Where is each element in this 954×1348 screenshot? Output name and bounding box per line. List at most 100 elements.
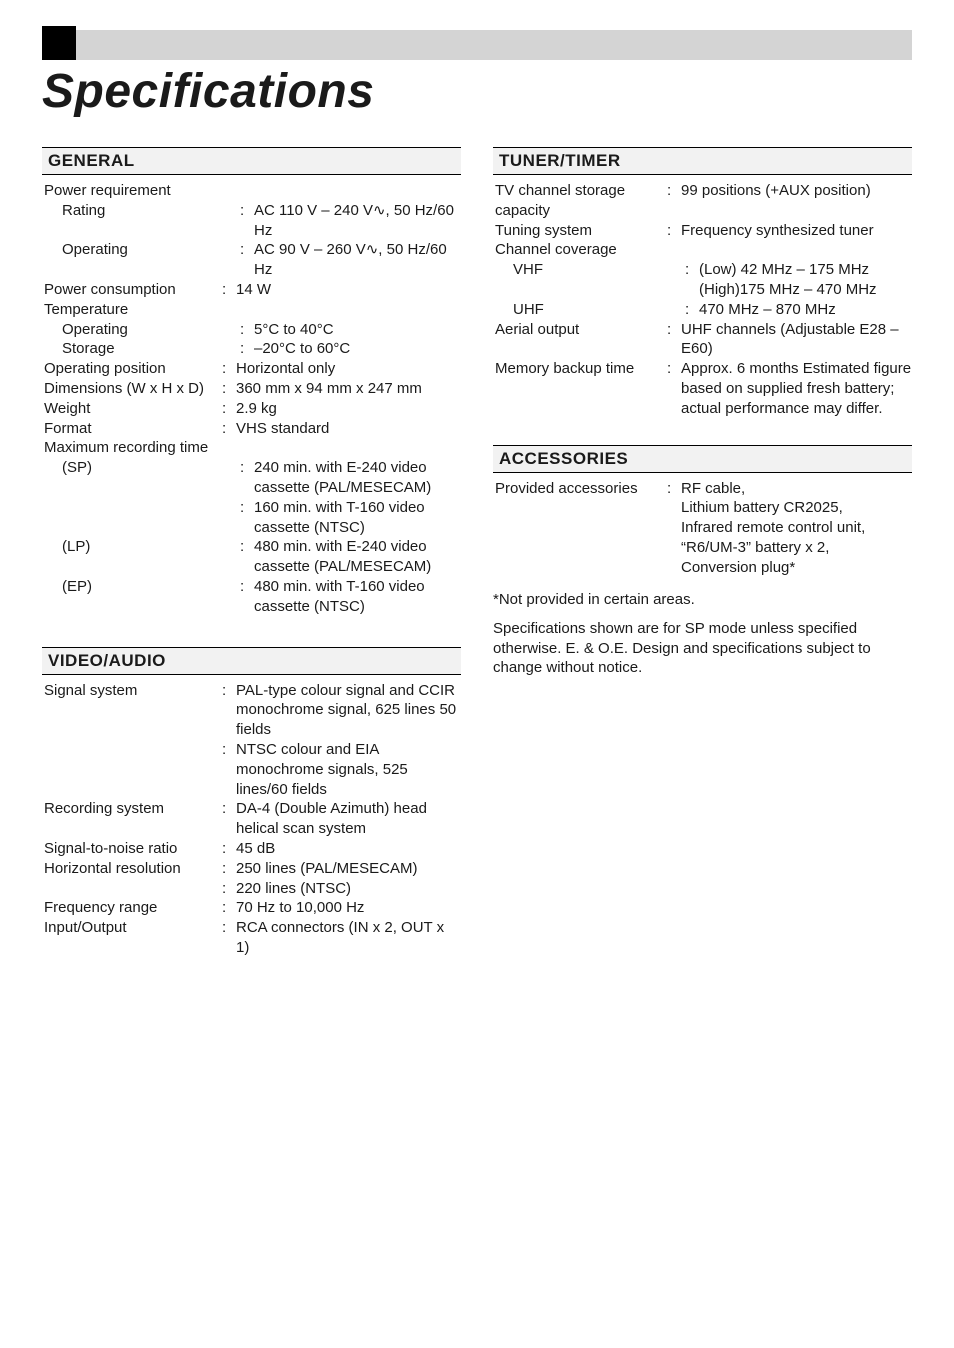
spec-label: Provided accessories xyxy=(495,479,667,499)
spec-value: 250 lines (PAL/MESECAM) xyxy=(236,859,461,879)
spec-label: (SP) xyxy=(44,458,240,478)
spec-colon: : xyxy=(222,859,236,879)
spec-row: Format:VHS standard xyxy=(44,419,461,439)
spec-value: 70 Hz to 10,000 Hz xyxy=(236,898,461,918)
spec-value: Horizontal only xyxy=(236,359,461,379)
page: Specifications GENERAL Power requirement… xyxy=(0,0,954,1348)
spec-label: VHF xyxy=(495,260,685,280)
section-header-general: GENERAL xyxy=(42,147,461,175)
spec-row: TV channel storage capacity:99 positions… xyxy=(495,181,912,221)
spec-label: Power consumption xyxy=(44,280,222,300)
spec-value: (Low) 42 MHz – 175 MHz (High)175 MHz – 4… xyxy=(699,260,912,300)
section-header-accessories: ACCESSORIES xyxy=(493,445,912,473)
spec-colon: : xyxy=(240,320,254,340)
spec-list-accessories: Provided accessories:RF cable,Lithium ba… xyxy=(493,473,912,580)
spec-value: RF cable, xyxy=(681,479,912,499)
spec-row: :160 min. with T-160 video cassette (NTS… xyxy=(44,498,461,538)
spec-value: 160 min. with T-160 video cassette (NTSC… xyxy=(254,498,461,538)
spec-row: Temperature xyxy=(44,300,461,320)
spec-label: Input/Output xyxy=(44,918,222,938)
spec-row: Tuning system:Frequency synthesized tune… xyxy=(495,221,912,241)
spec-colon: : xyxy=(240,537,254,557)
left-column: GENERAL Power requirementRating:AC 110 V… xyxy=(42,137,461,960)
spec-colon: : xyxy=(685,300,699,320)
spec-row: Operating:AC 90 V – 260 V∿, 50 Hz/60 Hz xyxy=(44,240,461,280)
spec-label: Memory backup time xyxy=(495,359,667,379)
spec-colon: : xyxy=(667,359,681,379)
spec-row: (SP):240 min. with E-240 video cassette … xyxy=(44,458,461,498)
spec-label: Temperature xyxy=(44,300,222,320)
spec-value: Lithium battery CR2025, xyxy=(681,498,912,518)
page-title: Specifications xyxy=(42,64,912,119)
spec-row: Provided accessories:RF cable, xyxy=(495,479,912,499)
spec-value: 14 W xyxy=(236,280,461,300)
spec-label: Dimensions (W x H x D) xyxy=(44,379,222,399)
spec-value: 240 min. with E-240 video cassette (PAL/… xyxy=(254,458,461,498)
spec-label: Operating xyxy=(44,320,240,340)
spec-value: NTSC colour and EIA monochrome signals, … xyxy=(236,740,461,799)
spec-value: RCA connectors (IN x 2, OUT x 1) xyxy=(236,918,461,958)
spec-colon: : xyxy=(222,799,236,819)
spec-label: (LP) xyxy=(44,537,240,557)
spec-row: (EP):480 min. with T-160 video cassette … xyxy=(44,577,461,617)
spec-value: 220 lines (NTSC) xyxy=(236,879,461,899)
spec-row: Memory backup time:Approx. 6 months Esti… xyxy=(495,359,912,418)
spec-row: “R6/UM-3” battery x 2, xyxy=(495,538,912,558)
spec-label: Format xyxy=(44,419,222,439)
spec-list-video-audio: Signal system:PAL-type colour signal and… xyxy=(42,675,461,960)
spec-label: Tuning system xyxy=(495,221,667,241)
spec-row: Power consumption:14 W xyxy=(44,280,461,300)
spec-label: Signal system xyxy=(44,681,222,701)
spec-colon: : xyxy=(222,359,236,379)
spec-value: AC 90 V – 260 V∿, 50 Hz/60 Hz xyxy=(254,240,461,280)
spec-label: Channel coverage xyxy=(495,240,667,260)
spec-row: Rating:AC 110 V – 240 V∿, 50 Hz/60 Hz xyxy=(44,201,461,241)
spec-row: (LP):480 min. with E-240 video cassette … xyxy=(44,537,461,577)
spec-row: Operating position:Horizontal only xyxy=(44,359,461,379)
spec-label: Maximum recording time xyxy=(44,438,222,458)
spec-label: Power requirement xyxy=(44,181,222,201)
spec-colon: : xyxy=(240,458,254,478)
spec-colon: : xyxy=(240,201,254,221)
spec-row: Storage:–20°C to 60°C xyxy=(44,339,461,359)
spec-label: Operating position xyxy=(44,359,222,379)
spec-value: 99 positions (+AUX position) xyxy=(681,181,912,201)
spec-label: Recording system xyxy=(44,799,222,819)
spec-value: Conversion plug* xyxy=(681,558,912,578)
spec-colon: : xyxy=(222,839,236,859)
spec-row: Power requirement xyxy=(44,181,461,201)
spec-label: Horizontal resolution xyxy=(44,859,222,879)
spec-colon: : xyxy=(222,681,236,701)
spec-row: Horizontal resolution:250 lines (PAL/MES… xyxy=(44,859,461,879)
spec-list-general: Power requirementRating:AC 110 V – 240 V… xyxy=(42,175,461,619)
spec-colon: : xyxy=(667,221,681,241)
spec-value: “R6/UM-3” battery x 2, xyxy=(681,538,912,558)
spec-label: Frequency range xyxy=(44,898,222,918)
spec-row: Maximum recording time xyxy=(44,438,461,458)
spec-row: Conversion plug* xyxy=(495,558,912,578)
spec-colon: : xyxy=(222,419,236,439)
spec-row: Weight:2.9 kg xyxy=(44,399,461,419)
spec-label: UHF xyxy=(495,300,685,320)
note-not-provided: *Not provided in certain areas. xyxy=(493,590,912,610)
spec-colon: : xyxy=(240,339,254,359)
spec-row: Channel coverage xyxy=(495,240,912,260)
spec-value: Infrared remote control unit, xyxy=(681,518,912,538)
spec-colon: : xyxy=(222,740,236,760)
spec-colon: : xyxy=(667,320,681,340)
decor-bar xyxy=(42,30,912,60)
spec-colon: : xyxy=(667,181,681,201)
spec-list-tuner-timer: TV channel storage capacity:99 positions… xyxy=(493,175,912,421)
spec-value: 470 MHz – 870 MHz xyxy=(699,300,912,320)
spec-value: AC 110 V – 240 V∿, 50 Hz/60 Hz xyxy=(254,201,461,241)
spec-value: 480 min. with E-240 video cassette (PAL/… xyxy=(254,537,461,577)
spec-colon: : xyxy=(222,399,236,419)
spec-row: VHF:(Low) 42 MHz – 175 MHz (High)175 MHz… xyxy=(495,260,912,300)
spec-row: Recording system:DA-4 (Double Azimuth) h… xyxy=(44,799,461,839)
spec-value: 2.9 kg xyxy=(236,399,461,419)
spec-value: 360 mm x 94 mm x 247 mm xyxy=(236,379,461,399)
spec-colon: : xyxy=(240,577,254,597)
spec-colon: : xyxy=(685,260,699,280)
spec-row: :220 lines (NTSC) xyxy=(44,879,461,899)
spec-value: PAL-type colour signal and CCIR monochro… xyxy=(236,681,461,740)
